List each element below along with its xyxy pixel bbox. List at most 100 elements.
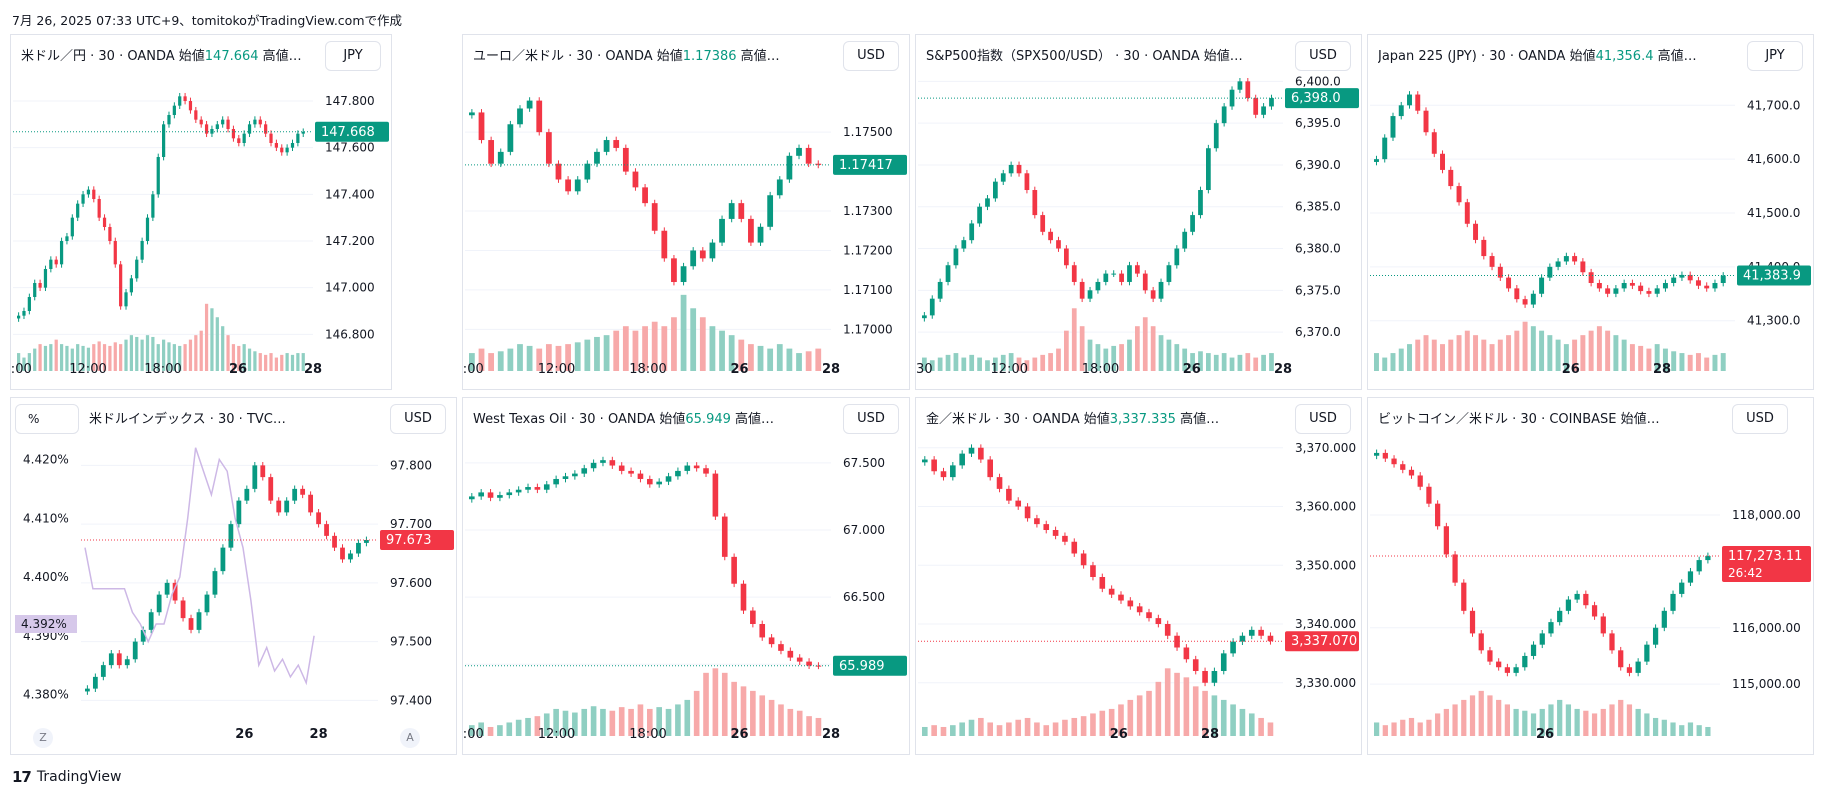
volume-bar xyxy=(1478,690,1484,736)
percent-scale-button[interactable]: % xyxy=(15,404,79,434)
candle xyxy=(1580,261,1586,273)
candle xyxy=(1006,488,1012,501)
volume-bar xyxy=(1127,699,1134,736)
volume-bar xyxy=(215,317,219,371)
candle xyxy=(1489,256,1495,267)
zoom-button[interactable]: Z xyxy=(33,728,53,748)
candle xyxy=(308,494,314,513)
x-tick-label: 28 xyxy=(1274,362,1292,377)
candle xyxy=(1426,486,1432,504)
candle xyxy=(1671,277,1677,283)
volume-bar xyxy=(156,344,160,371)
chart-panel-wti[interactable]: 67.50067.00066.50066.00065.98907:0012:00… xyxy=(462,397,910,755)
chart-panel-spx[interactable]: 6,400.0 6,395.0 6,390.0 6,385.0 6,380.0 6,375… xyxy=(915,34,1362,390)
currency-button[interactable]: USD xyxy=(390,404,446,434)
candle xyxy=(269,133,273,143)
y-tick-label: 67.500 xyxy=(843,456,885,470)
volume-bar xyxy=(1461,699,1467,736)
candle xyxy=(124,659,130,666)
volume-bar xyxy=(1417,722,1423,736)
volume-bar xyxy=(555,345,562,371)
chart-panel-usdjpy[interactable]: 147.800 147.600 147.400 147.200 147.000 146.8… xyxy=(10,34,392,390)
left-current-label: 4.392% xyxy=(21,617,67,631)
volume-bar xyxy=(1056,348,1061,371)
y-tick-label: 41,500.0 xyxy=(1747,206,1800,220)
volume-bar xyxy=(92,344,96,371)
candle xyxy=(651,203,658,231)
candle xyxy=(1267,635,1274,642)
currency-button[interactable]: USD xyxy=(1295,404,1351,434)
x-tick-label: 28 xyxy=(1653,362,1671,377)
last-price-badge xyxy=(1722,545,1811,582)
candle xyxy=(1609,633,1615,651)
open-label: 始値… xyxy=(1616,412,1660,427)
currency-button[interactable]: USD xyxy=(1295,41,1351,71)
candle xyxy=(1220,653,1227,671)
volume-bar xyxy=(656,707,662,736)
candle xyxy=(1080,553,1087,566)
y-tick-label: 147.000 xyxy=(325,281,375,295)
y-tick-label: 3,330.000 xyxy=(1295,676,1356,690)
currency-button[interactable]: JPY xyxy=(325,41,381,71)
candle xyxy=(33,283,37,297)
candle xyxy=(1229,89,1235,107)
volume-bar xyxy=(1391,722,1397,736)
x-tick-label: 18:00 xyxy=(144,362,181,377)
chart-svg: 41,700.041,600.041,500.041,400.041,300.0… xyxy=(1370,91,1811,377)
candle xyxy=(1652,627,1659,645)
volume-bar xyxy=(609,710,616,736)
volume-bar xyxy=(1174,672,1180,736)
candle xyxy=(85,688,90,692)
y-tick-label: 6,380.0 xyxy=(1295,242,1341,256)
candle xyxy=(543,484,550,490)
currency-button[interactable]: USD xyxy=(843,41,899,71)
currency-button[interactable]: USD xyxy=(843,404,899,434)
volume-bar xyxy=(1572,339,1578,371)
chart-panel-eurusd[interactable]: 1.17500 1.17300 1.17200 1.17100 1.17000 1.174… xyxy=(462,34,910,390)
candle xyxy=(776,179,783,196)
candle xyxy=(1024,506,1031,519)
volume-bar xyxy=(977,357,982,371)
candle xyxy=(1211,671,1218,683)
candle xyxy=(1605,288,1611,294)
x-tick-label: 07:00 xyxy=(463,727,484,742)
volume-bar xyxy=(1574,708,1580,736)
candle xyxy=(815,665,822,667)
chart-panel-btcusd[interactable]: 118,000.00 116,000.00 115,000.00 117,273.11… xyxy=(1367,397,1814,755)
volume-bar xyxy=(1079,326,1085,371)
candle xyxy=(478,112,485,141)
candle xyxy=(993,181,998,199)
volume-bar xyxy=(536,348,543,371)
candle xyxy=(497,495,503,498)
chart-panel-dxy[interactable]: 97.800 97.700 97.600 97.500 97.400 4.420% 4.41… xyxy=(10,397,457,755)
volume-bar xyxy=(1522,710,1528,736)
symbol-label: ビットコイン／米ドル · 30 · COINBASE xyxy=(1378,412,1617,427)
currency-button[interactable]: USD xyxy=(1732,404,1788,434)
volume-bar xyxy=(162,339,166,371)
volume-bar xyxy=(731,681,737,736)
volume-bar xyxy=(1034,722,1040,736)
volume-bar xyxy=(1504,704,1510,736)
candle xyxy=(70,217,74,237)
candle xyxy=(959,453,965,466)
chart-panel-jp225[interactable]: 41,700.041,600.041,500.041,400.041,300.0… xyxy=(1367,34,1814,390)
volume-bar xyxy=(553,708,559,736)
volume-bar xyxy=(594,336,600,371)
candle xyxy=(188,618,194,630)
candle xyxy=(1662,283,1668,289)
volume-bar xyxy=(1506,335,1512,371)
chart-panel-xauusd[interactable]: 3,370.000 3,360.000 3,350.000 3,340.000 3,33… xyxy=(915,397,1362,755)
volume-bar xyxy=(1182,348,1188,371)
y-tick-label: 66.500 xyxy=(843,590,885,604)
volume-bar xyxy=(1166,339,1172,371)
currency-button[interactable]: JPY xyxy=(1747,41,1803,71)
last-price-label: 65.989 xyxy=(839,659,885,674)
candle xyxy=(1618,650,1624,668)
candle xyxy=(978,447,984,460)
candle xyxy=(178,96,182,106)
candle xyxy=(1190,215,1195,232)
auto-scale-button[interactable]: A xyxy=(400,728,420,748)
candle xyxy=(1079,281,1085,299)
candle xyxy=(100,665,106,677)
volume-bar xyxy=(1481,339,1487,371)
